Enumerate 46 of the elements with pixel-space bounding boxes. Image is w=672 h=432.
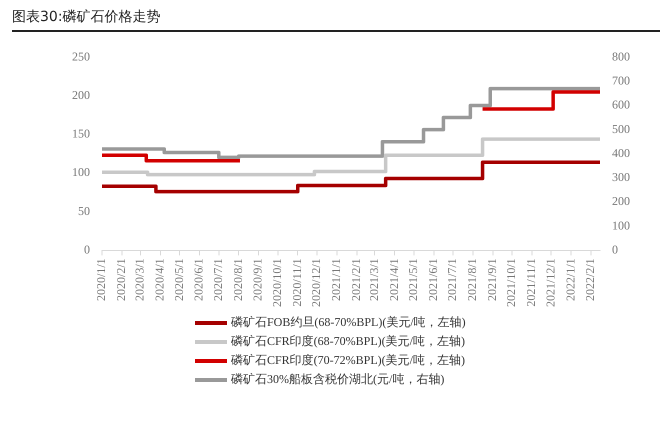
- x-tick-label: 2020/9/1: [250, 258, 265, 302]
- x-tick-label: 2021/10/1: [504, 258, 518, 308]
- x-tick-label: 2020/11/1: [290, 258, 304, 307]
- x-tick-label: 2021/5/1: [406, 258, 420, 302]
- x-tick-label: 2021/6/1: [426, 258, 440, 302]
- x-tick-label: 2020/8/1: [230, 258, 245, 302]
- x-tick-label: 2020/4/1: [152, 258, 167, 302]
- x-tick-label: 2021/3/1: [366, 258, 381, 302]
- y2-tick-label: 300: [612, 170, 630, 184]
- x-tick-label: 2020/10/1: [270, 258, 284, 308]
- x-tick-label: 2020/1/1: [94, 258, 108, 302]
- x-tick-label: 2022/1/1: [563, 258, 578, 302]
- y2-tick-label: 0: [612, 242, 618, 256]
- y2-tick-label: 800: [612, 49, 630, 64]
- y2-tick-label: 400: [612, 146, 630, 160]
- x-tick-label: 2021/7/1: [445, 258, 460, 302]
- x-tick-label: 2021/12/1: [543, 258, 558, 308]
- x-tick-label: 2021/9/1: [484, 258, 499, 302]
- x-tick-label: 2021/1/1: [329, 258, 344, 302]
- legend-label: 磷矿石FOB约旦(68-70%BPL)(美元/吨，左轴): [231, 315, 466, 329]
- legend-label: 磷矿石CFR印度(70-72%BPL)(美元/吨，左轴): [231, 353, 465, 367]
- x-tick-label: 2021/11/1: [524, 258, 538, 307]
- x-tick-label: 2020/3/1: [132, 258, 147, 302]
- y-tick-label: 250: [72, 49, 90, 64]
- x-tick-label: 2020/5/1: [172, 258, 186, 302]
- y2-tick-label: 700: [612, 74, 630, 88]
- y-tick-label: 200: [72, 88, 90, 102]
- y-tick-label: 150: [72, 126, 90, 141]
- x-tick-label: 2021/8/1: [465, 258, 480, 302]
- legend-label: 磷矿石30%船板含税价湖北(元/吨，右轴): [231, 372, 444, 386]
- x-tick-label: 2020/2/1: [114, 258, 128, 302]
- x-tick-label: 2020/12/1: [309, 258, 324, 308]
- y2-tick-label: 100: [612, 218, 630, 232]
- legend-label: 磷矿石CFR印度(68-70%BPL)(美元/吨，左轴): [231, 334, 465, 348]
- y-tick-label: 0: [84, 242, 90, 256]
- x-tick-label: 2020/6/1: [192, 258, 206, 302]
- chart-title: 图表30:磷矿石价格走势: [12, 8, 660, 32]
- y2-tick-label: 200: [612, 194, 630, 208]
- x-tick-label: 2021/2/1: [348, 258, 363, 302]
- y-tick-label: 50: [78, 204, 90, 218]
- y-tick-label: 100: [72, 165, 90, 180]
- x-tick-label: 2022/2/1: [583, 258, 598, 302]
- x-tick-label: 2021/4/1: [386, 258, 401, 302]
- y2-tick-label: 500: [612, 122, 630, 136]
- y2-tick-label: 600: [612, 98, 630, 112]
- x-tick-label: 2020/7/1: [210, 258, 225, 302]
